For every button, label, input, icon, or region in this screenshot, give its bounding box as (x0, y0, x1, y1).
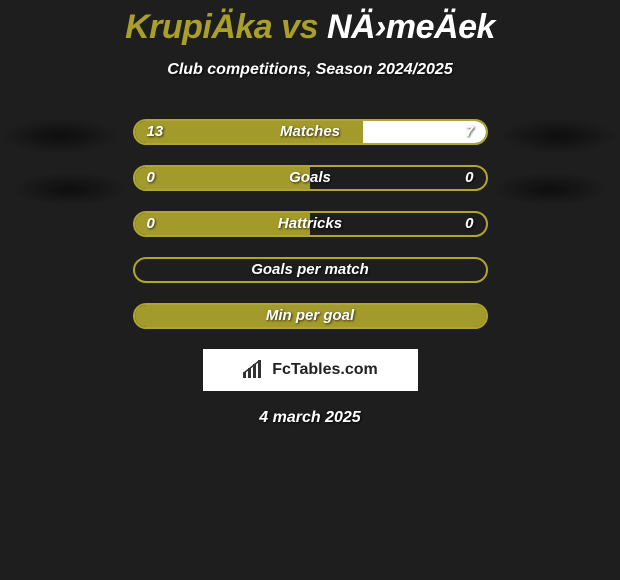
shadow-ellipse (12, 172, 128, 206)
stat-value-left: 13 (147, 123, 164, 140)
stat-label: Goals per match (135, 261, 486, 278)
stat-value-left: 0 (147, 215, 155, 232)
stat-value-right: 0 (465, 169, 473, 186)
stat-row: Goals per match (133, 257, 488, 283)
subtitle: Club competitions, Season 2024/2025 (0, 61, 620, 79)
logo-box: FcTables.com (203, 349, 418, 391)
page-title: KrupiÄka vs NÄ›meÄek (0, 0, 620, 47)
stat-value-right: 0 (465, 215, 473, 232)
stat-label: Goals (135, 169, 486, 186)
shadow-ellipse (498, 118, 618, 154)
title-player2: NÄ›meÄek (327, 8, 495, 46)
stat-row: Hattricks0 0 (133, 211, 488, 237)
stat-value-right: 7 (465, 123, 473, 140)
stat-row: Min per goal (133, 303, 488, 329)
stat-label: Min per goal (135, 307, 486, 324)
shadow-ellipse (492, 172, 608, 206)
stat-value-left: 0 (147, 169, 155, 186)
date-text: 4 march 2025 (0, 409, 620, 427)
chart-icon (242, 360, 266, 380)
stat-label: Hattricks (135, 215, 486, 232)
shadow-ellipse (0, 118, 120, 154)
stat-label: Matches (135, 123, 486, 140)
stats-rows: Matches137Goals00Hattricks00Goals per ma… (133, 119, 488, 329)
logo-text: FcTables.com (272, 361, 378, 379)
title-player1: KrupiÄka (125, 8, 272, 46)
stat-row: Matches13 7 (133, 119, 488, 145)
stat-row: Goals0 0 (133, 165, 488, 191)
title-vs: vs (281, 8, 318, 46)
